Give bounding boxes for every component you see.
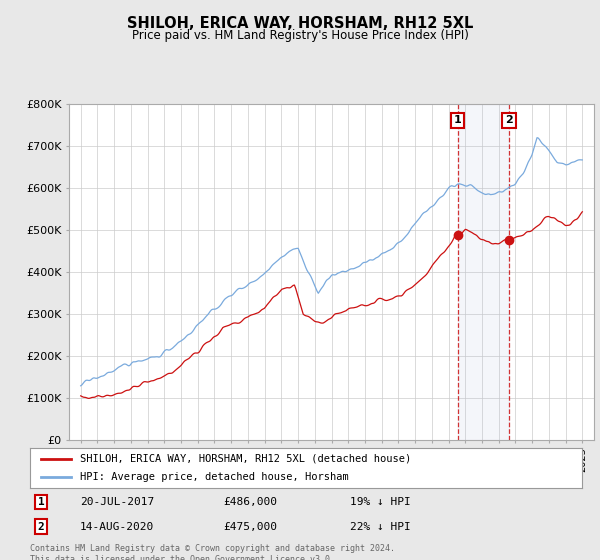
Text: 1: 1 — [38, 497, 44, 507]
Text: 1: 1 — [454, 115, 461, 125]
Text: SHILOH, ERICA WAY, HORSHAM, RH12 5XL: SHILOH, ERICA WAY, HORSHAM, RH12 5XL — [127, 16, 473, 31]
Text: HPI: Average price, detached house, Horsham: HPI: Average price, detached house, Hors… — [80, 473, 349, 482]
Text: SHILOH, ERICA WAY, HORSHAM, RH12 5XL (detached house): SHILOH, ERICA WAY, HORSHAM, RH12 5XL (de… — [80, 454, 411, 464]
Text: 19% ↓ HPI: 19% ↓ HPI — [350, 497, 411, 507]
Text: 14-AUG-2020: 14-AUG-2020 — [80, 521, 154, 531]
Text: £486,000: £486,000 — [223, 497, 277, 507]
Text: 2: 2 — [505, 115, 513, 125]
Text: 20-JUL-2017: 20-JUL-2017 — [80, 497, 154, 507]
Text: Price paid vs. HM Land Registry's House Price Index (HPI): Price paid vs. HM Land Registry's House … — [131, 29, 469, 42]
Bar — [458, 104, 509, 440]
Text: 22% ↓ HPI: 22% ↓ HPI — [350, 521, 411, 531]
Text: £475,000: £475,000 — [223, 521, 277, 531]
Text: 2: 2 — [38, 521, 44, 531]
Text: Contains HM Land Registry data © Crown copyright and database right 2024.
This d: Contains HM Land Registry data © Crown c… — [30, 544, 395, 560]
